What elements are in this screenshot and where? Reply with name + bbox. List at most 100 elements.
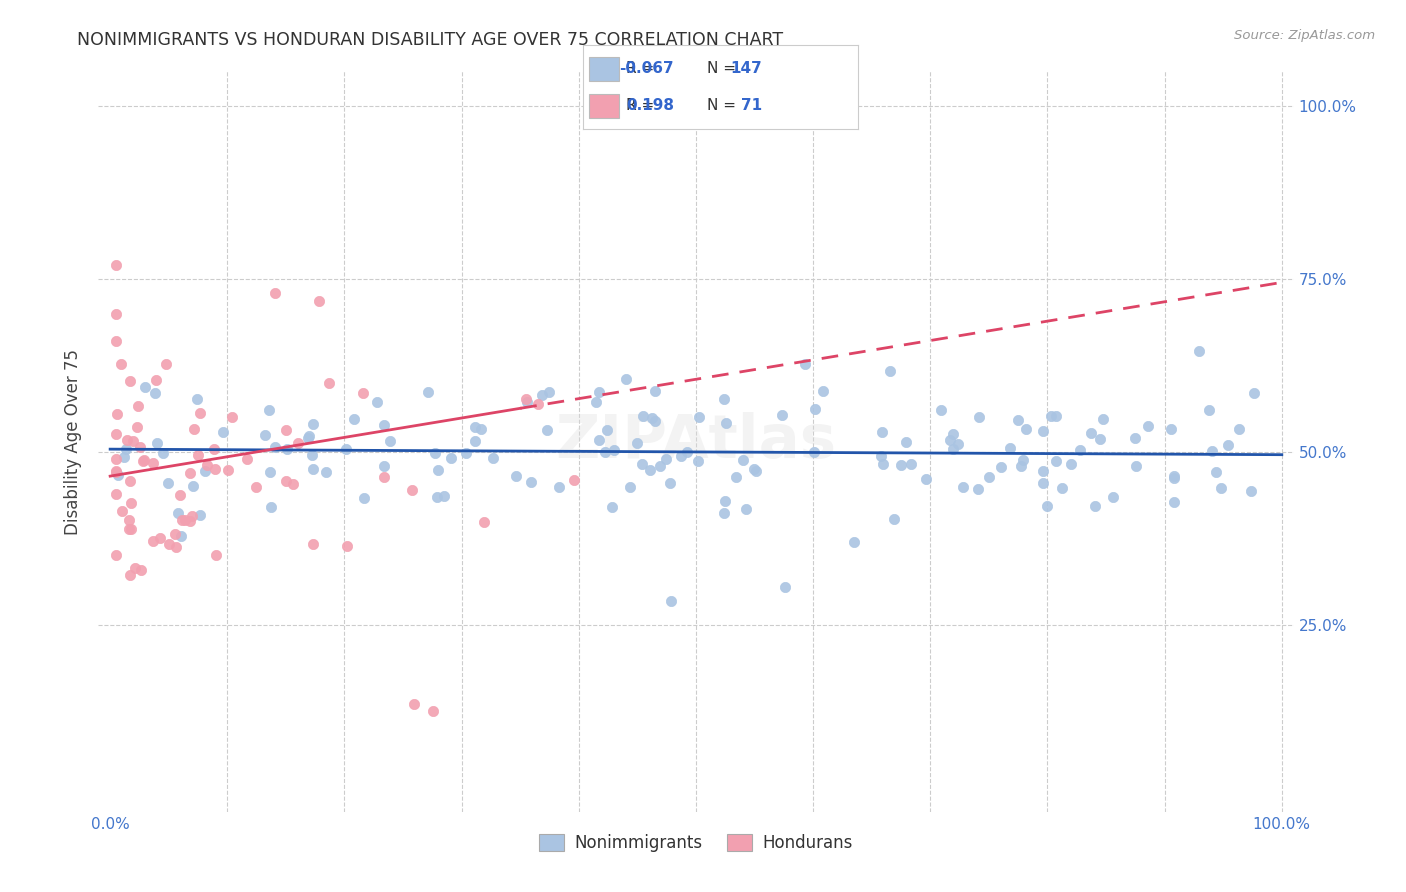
Point	[661, 593, 683, 607]
Point	[418, 385, 440, 400]
Point	[626, 436, 648, 450]
Point	[274, 475, 297, 489]
Point	[165, 540, 187, 554]
Point	[1211, 481, 1233, 495]
Point	[169, 529, 191, 543]
Text: R =: R =	[626, 98, 654, 113]
Point	[110, 357, 132, 371]
Point	[713, 506, 735, 520]
Text: Source: ZipAtlas.com: Source: ZipAtlas.com	[1234, 29, 1375, 42]
Point	[1123, 431, 1146, 445]
Point	[1015, 422, 1038, 436]
Point	[118, 475, 141, 489]
Point	[122, 434, 145, 448]
Point	[257, 403, 280, 417]
Point	[931, 402, 953, 417]
Point	[174, 513, 197, 527]
Point	[915, 472, 938, 486]
Point	[188, 406, 211, 420]
Point	[1080, 425, 1102, 440]
Point	[588, 384, 610, 399]
Point	[166, 506, 188, 520]
Point	[297, 431, 319, 445]
Point	[308, 293, 330, 308]
Point	[1102, 490, 1125, 504]
Point	[482, 450, 505, 465]
Text: 147: 147	[730, 61, 762, 76]
Point	[343, 412, 366, 426]
Text: ZIPAtlas: ZIPAtlas	[555, 412, 837, 471]
Point	[132, 453, 155, 467]
Point	[686, 454, 709, 468]
Point	[373, 418, 395, 433]
Point	[264, 440, 287, 454]
Point	[688, 409, 710, 424]
Point	[145, 373, 167, 387]
Point	[1045, 454, 1067, 468]
Point	[619, 481, 641, 495]
Point	[105, 548, 128, 562]
Point	[287, 436, 309, 450]
Point	[131, 563, 153, 577]
Point	[472, 515, 495, 529]
Point	[1160, 421, 1182, 435]
Point	[120, 522, 142, 536]
Text: N =: N =	[707, 98, 735, 113]
Point	[967, 410, 990, 425]
Point	[890, 458, 912, 473]
Point	[658, 476, 681, 491]
Point	[644, 384, 666, 398]
Point	[520, 475, 543, 490]
Point	[1163, 468, 1185, 483]
Point	[1032, 475, 1054, 490]
Point	[179, 514, 201, 528]
Point	[588, 433, 610, 447]
Point	[118, 522, 141, 536]
Point	[464, 419, 486, 434]
Point	[516, 395, 538, 409]
Point	[221, 409, 243, 424]
Point	[631, 457, 654, 471]
Point	[259, 465, 281, 479]
Point	[967, 483, 990, 497]
Point	[1205, 465, 1227, 479]
Point	[440, 451, 463, 466]
Point	[650, 459, 672, 474]
Point	[318, 376, 340, 390]
Point	[315, 466, 337, 480]
Legend: Nonimmigrants, Hondurans: Nonimmigrants, Hondurans	[533, 828, 859, 859]
Point	[422, 705, 444, 719]
Point	[872, 425, 894, 439]
Point	[117, 433, 139, 447]
Point	[129, 440, 152, 454]
Point	[1069, 443, 1091, 458]
Point	[714, 494, 737, 508]
Point	[155, 357, 177, 371]
Point	[1201, 444, 1223, 458]
Point	[990, 459, 1012, 474]
Point	[181, 479, 204, 493]
Point	[1084, 499, 1107, 513]
Point	[638, 463, 661, 477]
Point	[872, 457, 894, 471]
Point	[1060, 457, 1083, 471]
Point	[105, 306, 128, 320]
Point	[644, 414, 666, 428]
Text: R =: R =	[626, 61, 654, 76]
Point	[1012, 453, 1035, 467]
Point	[180, 508, 202, 523]
Point	[803, 444, 825, 458]
Point	[602, 442, 624, 457]
Point	[157, 475, 180, 490]
Point	[526, 397, 548, 411]
Point	[105, 464, 128, 478]
Point	[401, 483, 423, 498]
Point	[770, 408, 793, 422]
Point	[165, 527, 187, 541]
Point	[464, 434, 486, 448]
Text: 71: 71	[741, 98, 762, 113]
Point	[142, 533, 165, 548]
Point	[146, 436, 169, 450]
Point	[724, 470, 747, 484]
Point	[1227, 422, 1250, 436]
